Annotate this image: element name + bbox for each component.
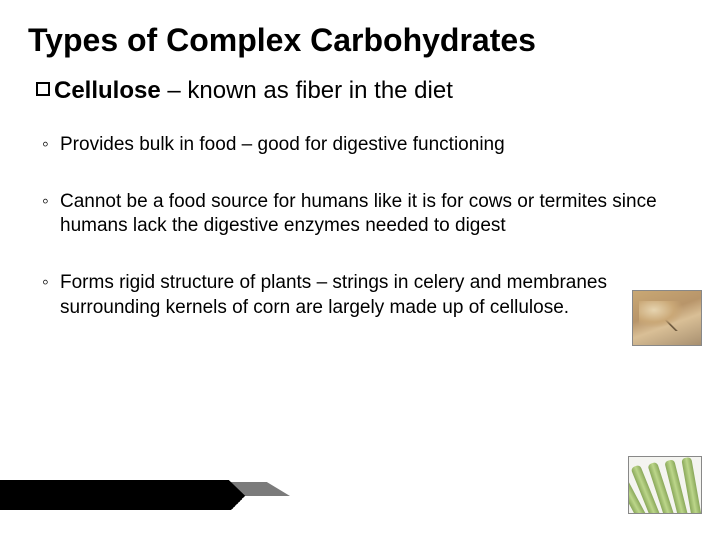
bullet-marker-icon: ◦ (42, 271, 49, 296)
bullet-text: Provides bulk in food – good for digesti… (60, 134, 505, 155)
subheading-line: Cellulose – known as fiber in the diet (0, 77, 720, 105)
termite-image (632, 290, 702, 346)
bullet-item: ◦ Provides bulk in food – good for diges… (0, 133, 720, 158)
term-cellulose: Cellulose (54, 77, 161, 104)
celery-image (628, 456, 702, 514)
checkbox-icon (36, 82, 50, 96)
bullet-item: ◦ Forms rigid structure of plants – stri… (0, 271, 720, 320)
bullet-marker-icon: ◦ (42, 133, 49, 158)
bullet-text: Forms rigid structure of plants – string… (60, 272, 607, 318)
term-description: – known as fiber in the diet (161, 77, 453, 104)
bullet-item: ◦ Cannot be a food source for humans lik… (0, 190, 720, 239)
slide-title: Types of Complex Carbohydrates (0, 0, 720, 77)
slide-decoration (0, 480, 290, 510)
bullet-marker-icon: ◦ (42, 190, 49, 215)
bullet-text: Cannot be a food source for humans like … (60, 191, 657, 237)
